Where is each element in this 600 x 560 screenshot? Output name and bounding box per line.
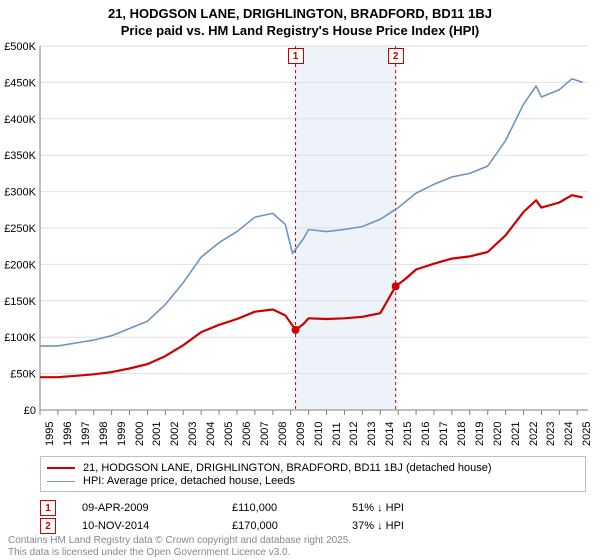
x-tick-label: 2018 [456,422,468,446]
x-tick-label: 2016 [420,422,432,446]
x-tick-label: 1997 [80,422,92,446]
x-tick-label: 2004 [205,422,217,446]
x-tick-label: 2014 [384,422,396,446]
marker-date: 09-APR-2009 [82,502,232,514]
marker-row: 2 10-NOV-2014 £170,000 37% ↓ HPI [40,518,586,534]
x-tick-label: 2023 [545,422,557,446]
title-line-1: 21, HODGSON LANE, DRIGHLINGTON, BRADFORD… [0,6,600,23]
marker-id-box: 2 [40,518,56,534]
x-tick-label: 2021 [510,422,522,446]
legend-item: HPI: Average price, detached house, Leed… [47,475,579,487]
x-tick-label: 1996 [62,422,74,446]
x-tick-label: 2024 [563,422,575,446]
x-axis-labels: 1995 1996 1997 1998 1999 2000 2001 2002 2003 2004… [40,410,588,454]
title-line-2: Price paid vs. HM Land Registry's House … [0,23,600,40]
x-tick-label: 2022 [528,422,540,446]
legend: 21, HODGSON LANE, DRIGHLINGTON, BRADFORD… [40,456,586,492]
x-tick-label: 1999 [116,422,128,446]
x-tick-label: 2010 [313,422,325,446]
marker-flag: 1 [288,48,304,64]
x-tick-label: 2012 [348,422,360,446]
svg-text:£500K: £500K [4,41,36,53]
x-tick-label: 2009 [295,422,307,446]
marker-row: 1 09-APR-2009 £110,000 51% ↓ HPI [40,500,586,516]
marker-price: £110,000 [232,502,352,514]
marker-id-box: 1 [40,500,56,516]
x-tick-label: 2011 [331,422,343,446]
svg-text:£300K: £300K [4,187,36,199]
footer-line-2: This data is licensed under the Open Gov… [8,547,351,559]
svg-text:£150K: £150K [4,296,36,308]
marker-price: £170,000 [232,520,352,532]
x-tick-label: 1995 [44,422,56,446]
svg-text:£250K: £250K [4,223,36,235]
footer-attribution: Contains HM Land Registry data © Crown c… [8,535,351,558]
legend-label: 21, HODGSON LANE, DRIGHLINGTON, BRADFORD… [83,462,492,474]
footer-line-1: Contains HM Land Registry data © Crown c… [8,535,351,547]
marker-table: 1 09-APR-2009 £110,000 51% ↓ HPI 2 10-NO… [40,498,586,536]
legend-label: HPI: Average price, detached house, Leed… [83,475,295,487]
svg-text:£200K: £200K [4,259,36,271]
svg-text:£100K: £100K [4,332,36,344]
x-tick-label: 2006 [241,422,253,446]
chart-title: 21, HODGSON LANE, DRIGHLINGTON, BRADFORD… [0,0,600,40]
chart-container: 21, HODGSON LANE, DRIGHLINGTON, BRADFORD… [0,0,600,560]
svg-text:£450K: £450K [4,77,36,89]
marker-date: 10-NOV-2014 [82,520,232,532]
legend-swatch-icon [47,481,75,482]
x-tick-label: 2013 [366,422,378,446]
x-tick-label: 2003 [187,422,199,446]
svg-text:£0: £0 [24,405,36,417]
x-tick-label: 1998 [98,422,110,446]
x-tick-label: 2019 [474,422,486,446]
legend-item: 21, HODGSON LANE, DRIGHLINGTON, BRADFORD… [47,462,579,474]
svg-text:£50K: £50K [10,369,36,381]
x-tick-label: 2001 [151,422,163,446]
chart-plot-area: £0£50K£100K£150K£200K£250K£300K£350K£400… [40,46,588,410]
chart-svg: £0£50K£100K£150K£200K£250K£300K£350K£400… [40,46,588,410]
x-tick-label: 2007 [259,422,271,446]
x-tick-label: 2000 [134,422,146,446]
marker-note: 37% ↓ HPI [352,520,404,532]
x-tick-label: 2005 [223,422,235,446]
x-tick-label: 2025 [581,422,593,446]
x-tick-label: 2020 [492,422,504,446]
svg-text:£350K: £350K [4,150,36,162]
x-tick-label: 2008 [277,422,289,446]
legend-swatch-icon [47,467,75,469]
x-tick-label: 2015 [402,422,414,446]
marker-note: 51% ↓ HPI [352,502,404,514]
marker-flag: 2 [388,48,404,64]
x-tick-label: 2002 [169,422,181,446]
svg-text:£400K: £400K [4,114,36,126]
x-tick-label: 2017 [438,422,450,446]
